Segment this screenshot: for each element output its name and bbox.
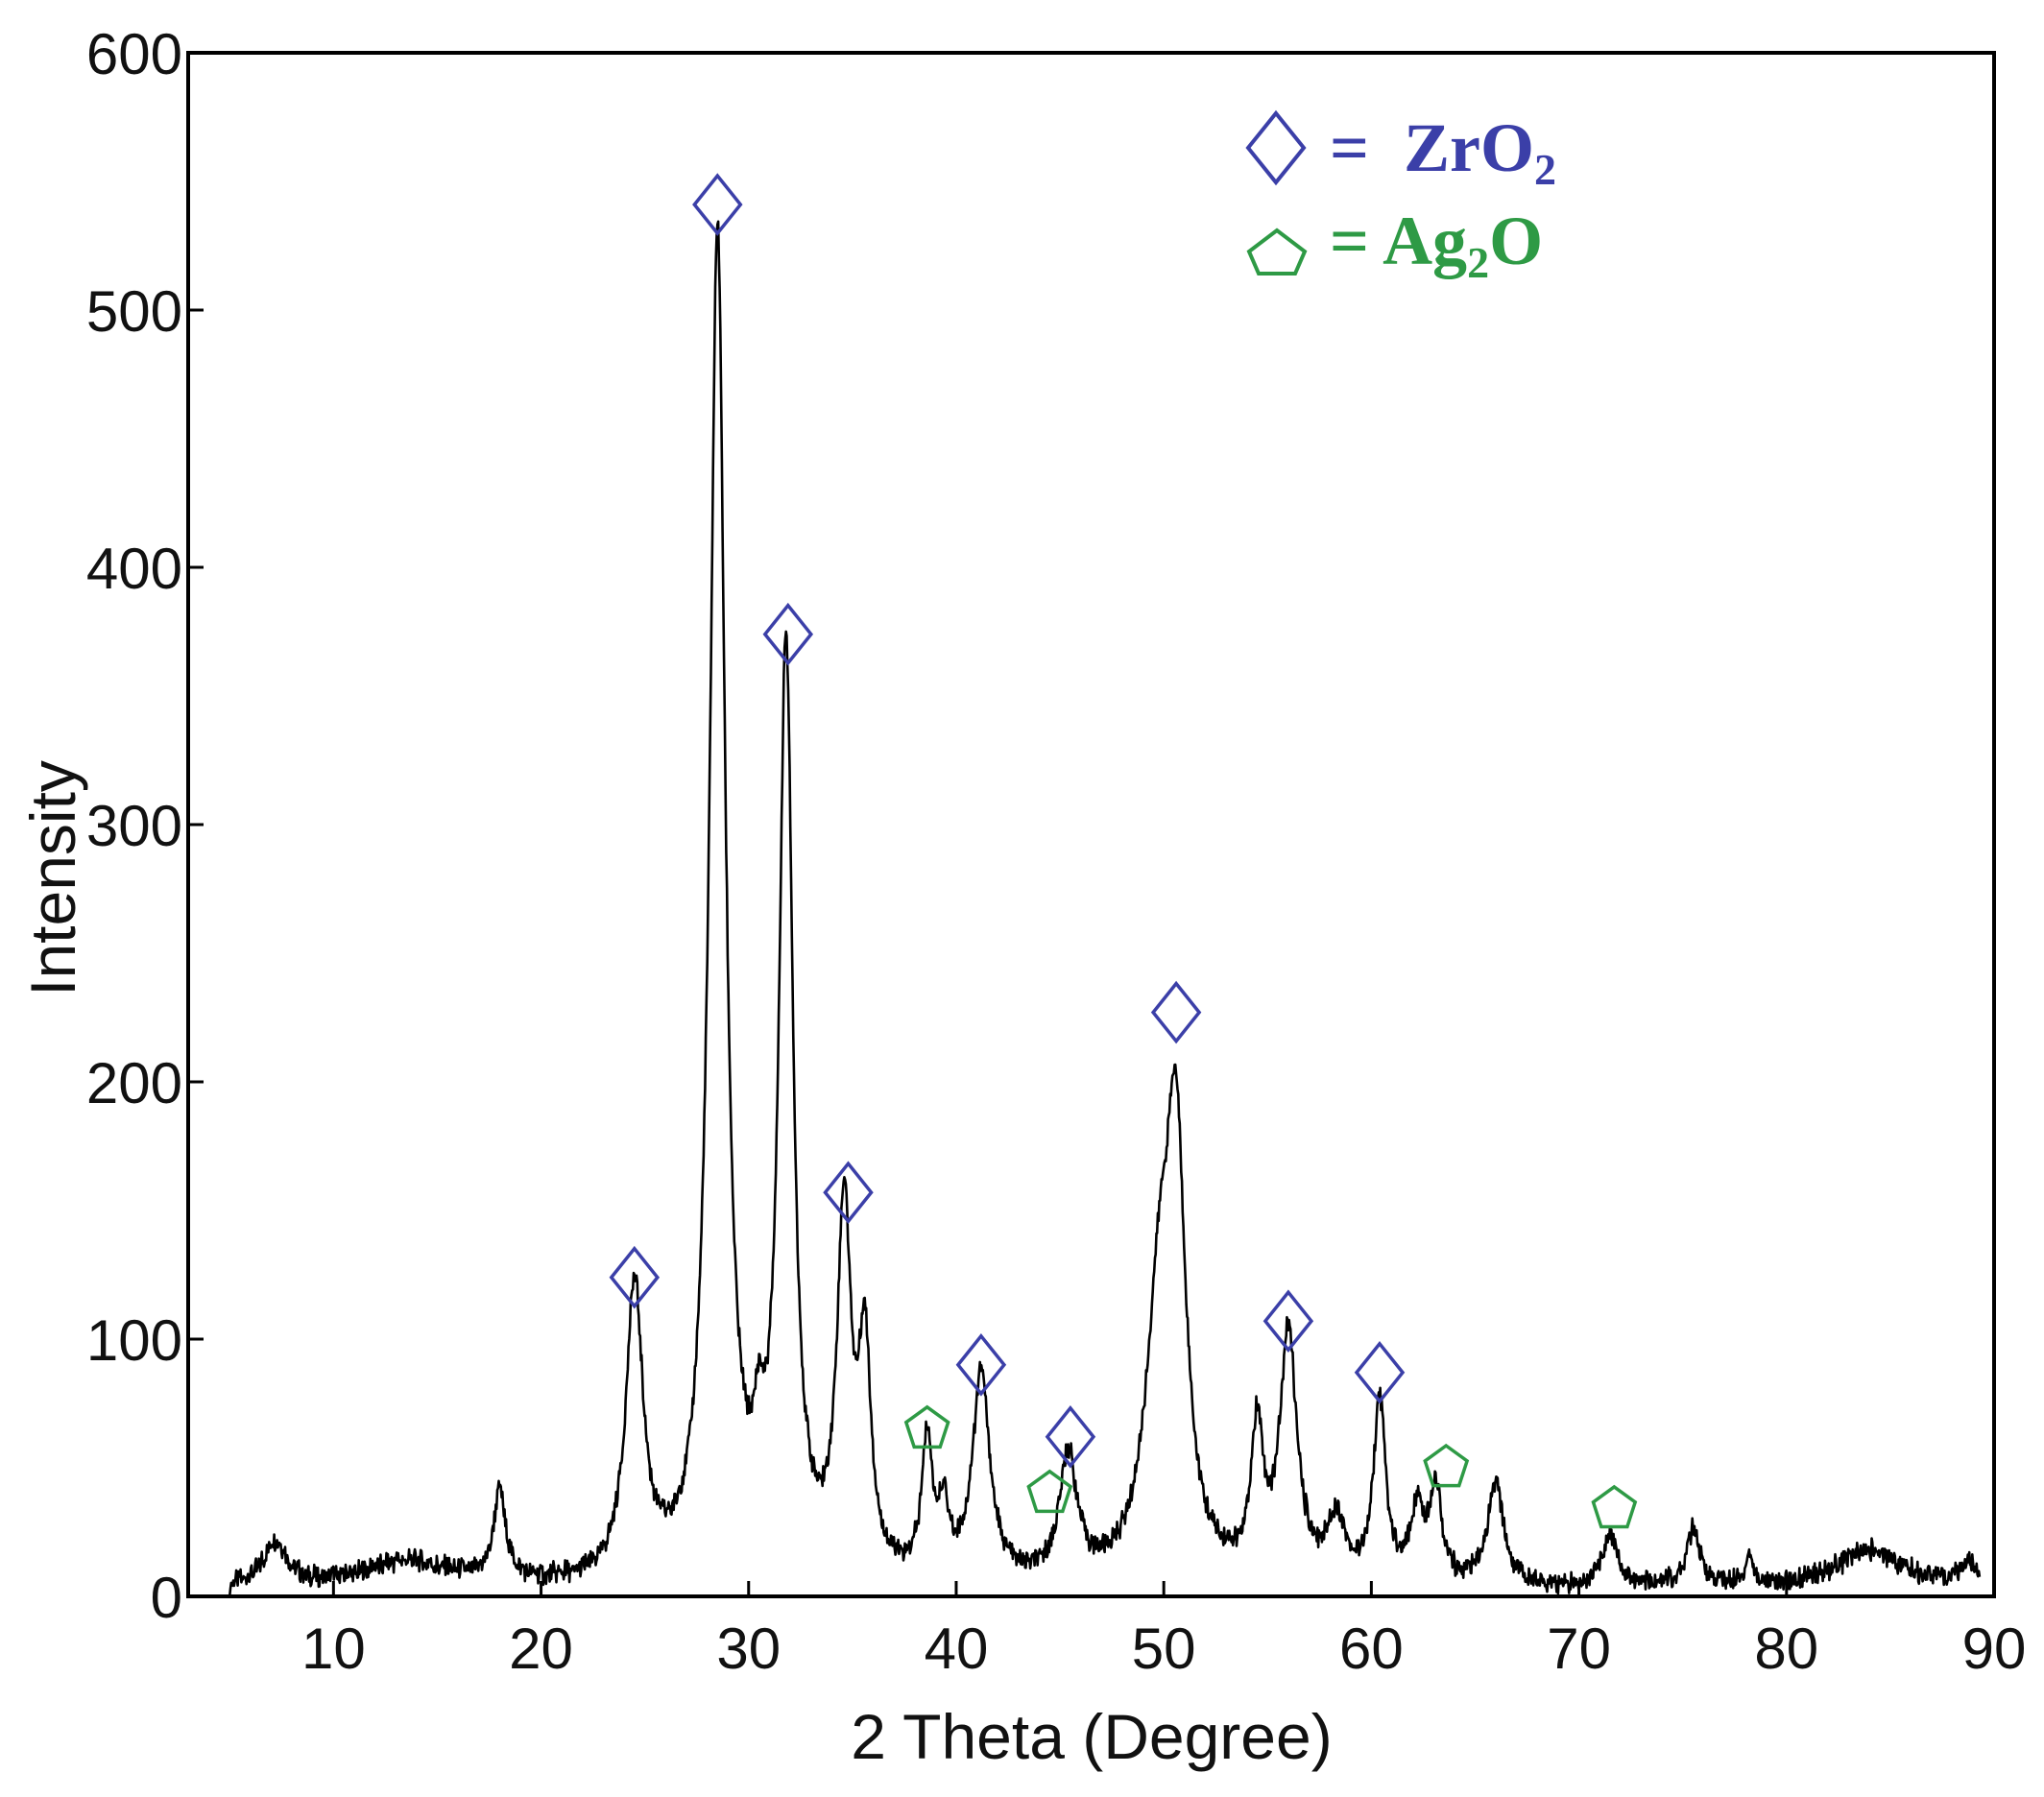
x-tick-label: 40 xyxy=(925,1617,989,1681)
y-tick-label: 600 xyxy=(86,22,182,86)
plot-frame-rect xyxy=(186,51,1996,1598)
x-tick-label: 80 xyxy=(1754,1617,1818,1681)
phase-markers xyxy=(609,173,1638,1529)
x-tick-label: 60 xyxy=(1339,1617,1404,1681)
ag2o-pentagon-marker xyxy=(1591,1484,1638,1529)
y-axis-title: Intensity xyxy=(17,760,88,996)
y-tick-label: 0 xyxy=(151,1566,182,1630)
legend-pentagon-icon xyxy=(1246,228,1308,276)
zro2-diamond-marker xyxy=(823,1161,874,1225)
zro2-diamond-marker xyxy=(1262,1289,1314,1354)
x-axis-title: 2 Theta (Degree) xyxy=(851,1701,1332,1772)
y-tick-label: 500 xyxy=(86,279,182,344)
x-tick-label: 10 xyxy=(301,1617,366,1681)
x-tick-label: 50 xyxy=(1132,1617,1196,1681)
legend-prefix-ag2o: = xyxy=(1330,203,1383,279)
zro2-diamond-marker xyxy=(1045,1404,1096,1469)
legend-sub-zro2: 2 xyxy=(1534,145,1556,194)
ag2o-pentagon-marker xyxy=(1026,1469,1073,1514)
x-tick-label: 20 xyxy=(509,1617,573,1681)
y-tick-label: 100 xyxy=(86,1308,182,1373)
x-axis-ticks: 10 20 30 40 50 60 70 80 90 xyxy=(301,1581,2026,1681)
y-tick-label: 300 xyxy=(86,794,182,858)
zro2-diamond-marker xyxy=(692,173,743,236)
legend-item-ag2o: = Ag2O xyxy=(1246,203,1543,287)
x-tick-label: 90 xyxy=(1962,1617,2027,1681)
ag2o-pentagon-marker xyxy=(1423,1443,1470,1488)
legend-sub-ag2o: 2 xyxy=(1467,238,1489,287)
zro2-diamond-marker xyxy=(762,602,814,666)
y-tick-label: 200 xyxy=(86,1051,182,1115)
series-group xyxy=(228,220,1982,1597)
plot-frame xyxy=(186,51,1996,1598)
y-tick-label: 400 xyxy=(86,537,182,601)
xrd-pattern-line xyxy=(228,220,1982,1597)
legend: = ZrO2 = Ag2O xyxy=(1245,109,1556,287)
x-tick-label: 70 xyxy=(1547,1617,1611,1681)
legend-prefix-zro2: = xyxy=(1330,109,1404,186)
legend-label-zro2: = ZrO2 xyxy=(1330,109,1556,194)
ag2o-pentagon-marker xyxy=(903,1404,950,1450)
zro2-diamond-marker xyxy=(955,1332,1007,1397)
zro2-diamond-marker xyxy=(1354,1340,1406,1404)
legend-label-ag2o: = Ag2O xyxy=(1330,203,1543,287)
zro2-diamond-marker xyxy=(1150,980,1202,1044)
legend-diamond-icon xyxy=(1245,109,1307,186)
x-tick-label: 30 xyxy=(716,1617,781,1681)
legend-main-zro2: ZrO xyxy=(1404,109,1534,186)
y-axis-ticks: 0 100 200 300 400 500 600 xyxy=(86,22,204,1630)
legend-item-zro2: = ZrO2 xyxy=(1245,109,1556,194)
legend-main-ag2o: Ag xyxy=(1383,203,1467,279)
legend-tail-ag2o: O xyxy=(1489,203,1543,279)
zro2-diamond-marker xyxy=(609,1245,661,1309)
